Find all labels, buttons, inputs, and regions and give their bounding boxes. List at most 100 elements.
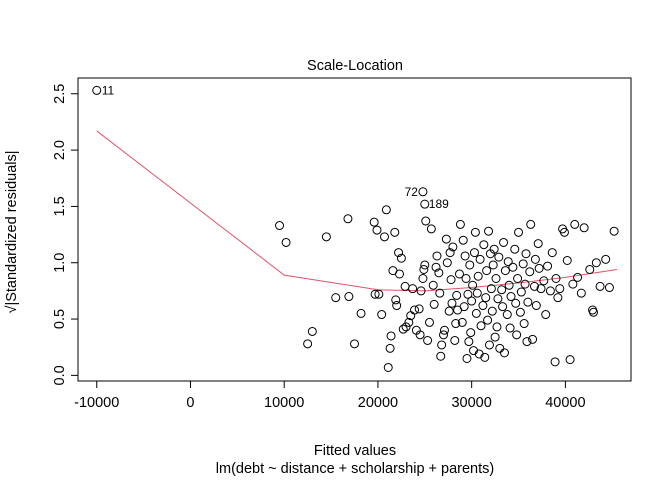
data-point	[539, 276, 549, 286]
data-point	[458, 235, 468, 245]
y-axis: 0.0 0.5 1.0 1.5 2.0 2.5	[52, 84, 79, 385]
data-point	[428, 280, 438, 290]
data-point	[459, 302, 469, 312]
data-point	[506, 292, 516, 302]
data-point	[489, 244, 499, 254]
data-point	[484, 226, 494, 236]
data-point	[409, 305, 419, 315]
data-point	[505, 323, 515, 333]
data-point	[394, 269, 404, 279]
data-point	[486, 284, 496, 294]
data-point	[565, 355, 575, 365]
data-point	[439, 330, 449, 340]
data-point	[469, 248, 479, 258]
data-point	[370, 289, 380, 299]
data-point	[579, 223, 589, 233]
y-tick-label: 1.0	[52, 253, 68, 273]
data-point	[484, 340, 494, 350]
point-label: 72	[405, 185, 419, 199]
data-point	[460, 251, 470, 261]
data-point	[391, 295, 401, 305]
data-point	[401, 322, 411, 332]
data-point	[553, 293, 563, 303]
data-point	[494, 252, 504, 262]
data-point	[530, 254, 540, 264]
data-point	[394, 248, 404, 258]
data-point	[92, 85, 102, 95]
data-point	[515, 307, 525, 317]
data-point	[543, 261, 553, 271]
data-point	[464, 337, 474, 347]
data-point	[511, 298, 521, 308]
data-point	[408, 284, 418, 294]
data-point	[463, 289, 473, 299]
data-point	[482, 266, 492, 276]
data-point	[343, 214, 353, 224]
data-point	[490, 332, 500, 342]
x-axis: -10000 0 10000 20000 30000 40000	[74, 380, 586, 411]
data-point	[419, 264, 429, 274]
data-point	[385, 343, 395, 353]
data-point	[331, 293, 341, 303]
data-point	[568, 279, 578, 289]
data-point	[423, 335, 433, 345]
data-point	[562, 255, 572, 265]
data-point	[589, 307, 599, 317]
data-point	[451, 319, 461, 329]
data-point	[445, 248, 455, 258]
data-point	[444, 306, 454, 316]
data-point	[499, 348, 509, 358]
data-point	[421, 216, 431, 226]
data-point	[604, 283, 614, 293]
y-tick-label: 0.5	[52, 309, 68, 329]
data-point	[386, 331, 396, 341]
data-point	[420, 260, 430, 270]
data-point	[461, 273, 471, 283]
data-point	[601, 254, 611, 264]
data-point	[525, 267, 535, 277]
data-point	[555, 284, 565, 294]
y-tick-label: 0.0	[52, 365, 68, 385]
data-point	[457, 317, 467, 327]
data-point	[303, 339, 313, 349]
x-tick-label: 40000	[545, 395, 585, 411]
data-point	[468, 280, 478, 290]
data-point	[439, 325, 449, 335]
data-point	[488, 260, 498, 270]
data-point	[503, 257, 513, 267]
data-point	[398, 324, 408, 334]
data-point	[504, 280, 514, 290]
data-point	[404, 317, 414, 327]
data-point	[381, 205, 391, 215]
data-point	[609, 226, 619, 236]
data-point	[492, 322, 502, 332]
data-point	[372, 225, 382, 235]
data-point	[476, 321, 486, 331]
chart-title: Scale-Location	[307, 58, 403, 74]
data-point	[500, 266, 510, 276]
data-point	[434, 268, 444, 278]
data-point	[435, 288, 445, 298]
data-point	[487, 306, 497, 316]
data-point	[383, 362, 393, 372]
data-point	[591, 258, 601, 268]
data-point	[416, 286, 426, 296]
x-axis-label: Fitted values	[314, 443, 396, 459]
data-point	[307, 326, 317, 336]
data-point	[437, 340, 447, 350]
point-label: 11	[102, 83, 115, 97]
data-point	[595, 281, 605, 291]
x-tick-label: 30000	[451, 395, 491, 411]
data-point	[498, 302, 508, 312]
data-point	[526, 219, 536, 229]
data-point	[559, 227, 569, 237]
data-point	[414, 304, 424, 314]
data-point	[350, 339, 359, 349]
data-point	[573, 272, 583, 282]
data-point	[497, 285, 507, 295]
data-point	[481, 293, 491, 303]
data-point	[379, 232, 389, 242]
data-point	[473, 271, 483, 281]
data-point	[442, 258, 452, 268]
data-point	[512, 330, 522, 340]
